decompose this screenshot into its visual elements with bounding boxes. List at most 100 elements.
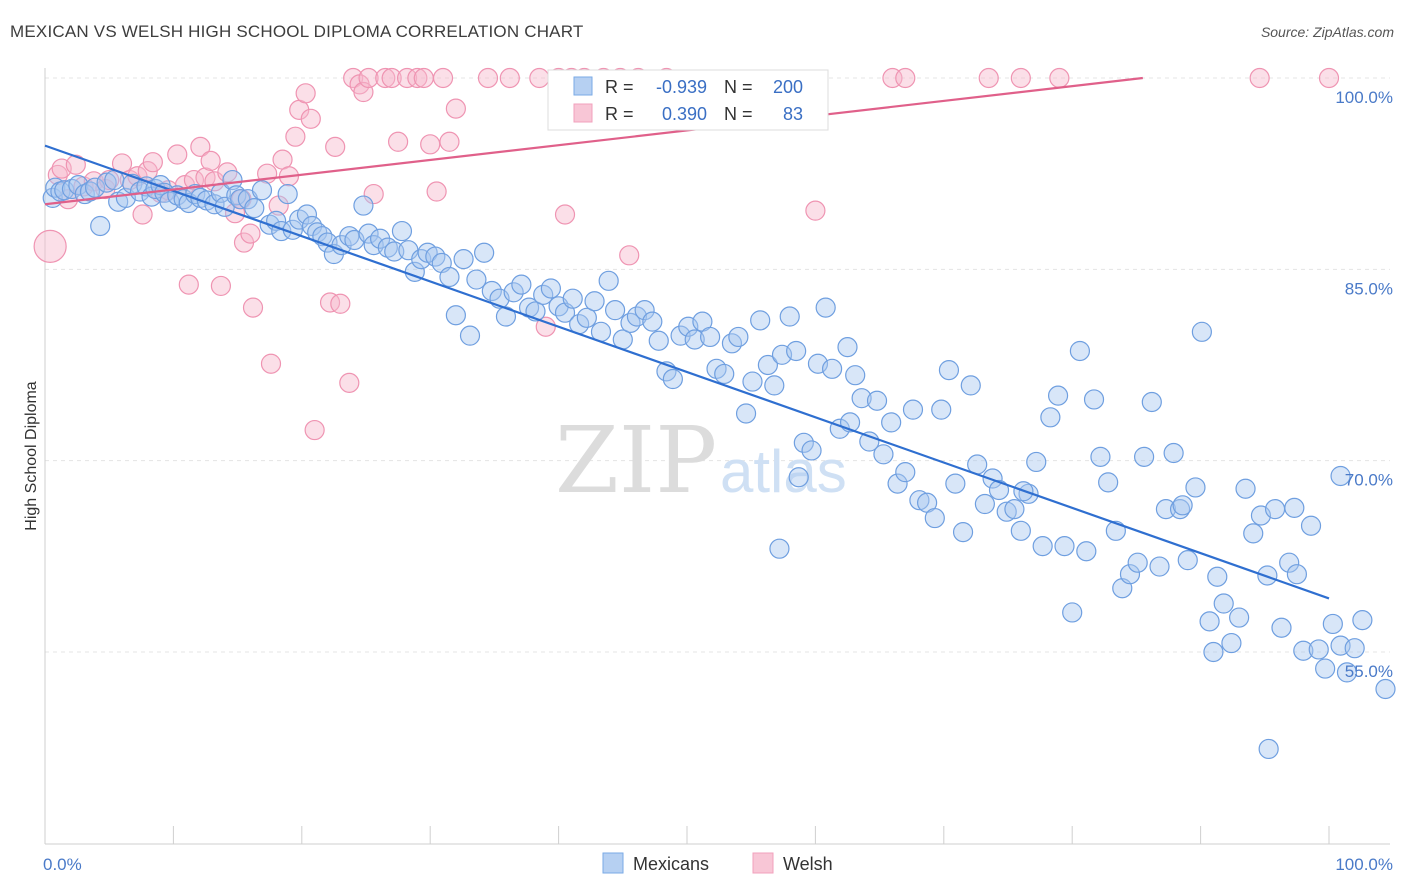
mexicans-point — [728, 326, 749, 348]
x-tick-label-min: 0.0% — [43, 855, 82, 874]
welsh-point — [388, 131, 409, 152]
mexicans-point — [358, 223, 379, 244]
mexicans-point — [1155, 499, 1177, 520]
mexicans-point — [938, 360, 960, 381]
welsh-point — [33, 229, 67, 263]
welsh-point — [260, 353, 282, 374]
mexicans-point — [714, 363, 735, 385]
axes — [44, 68, 1390, 845]
welsh-point — [330, 293, 351, 314]
mexicans-point — [481, 280, 502, 302]
mexicans-point — [1010, 520, 1031, 541]
mexicans-point — [1069, 340, 1091, 362]
mexicans-point — [1185, 477, 1206, 498]
series-legend: Mexicans Welsh — [602, 852, 833, 874]
mexicans-point — [1172, 495, 1193, 516]
stats-legend-box — [547, 69, 829, 131]
mexicans-point — [90, 215, 111, 237]
mexicans-point — [1229, 607, 1250, 628]
mexicans-point — [988, 479, 1010, 501]
y-tick-label-100: 100.0% — [1335, 88, 1393, 107]
welsh-point — [242, 297, 264, 318]
legend-swatch-welsh — [752, 852, 774, 874]
mexicans-point — [648, 330, 669, 351]
mexicans-point — [1191, 321, 1212, 342]
mexicans-point — [1127, 552, 1148, 573]
mexicans-point — [837, 337, 858, 358]
welsh-point — [1249, 67, 1270, 89]
watermark-zip: ZIP — [555, 407, 717, 514]
mexicans-point — [735, 403, 757, 424]
mexicans-point — [1004, 499, 1025, 520]
mexicans-point — [742, 371, 763, 392]
mexicans-point — [851, 388, 872, 409]
welsh-point — [426, 181, 447, 202]
welsh-point — [210, 275, 232, 297]
mexicans-point — [353, 195, 374, 216]
mexicans-point — [226, 185, 247, 206]
welsh-point — [420, 134, 441, 155]
mexicans-point — [815, 297, 836, 318]
mexicans-point — [377, 237, 398, 258]
mexicans-point — [604, 300, 626, 321]
welsh-point — [413, 67, 434, 89]
mexicans-point — [1207, 566, 1228, 587]
welsh-point — [325, 136, 346, 157]
mexicans-point — [466, 269, 487, 290]
mexicans-point — [1264, 499, 1286, 520]
mexicans-point — [1279, 552, 1300, 573]
mexicans-point — [251, 180, 273, 201]
mexicans-point — [1336, 662, 1358, 683]
mexicans-point — [931, 399, 952, 420]
mexicans-point — [1040, 407, 1061, 428]
mexicans-point — [1213, 593, 1234, 614]
mexicans-point — [84, 177, 106, 198]
mexicans-point — [1293, 640, 1314, 661]
mexicans-point — [684, 329, 705, 350]
mexicans-point — [598, 270, 619, 291]
welsh-point — [142, 152, 163, 173]
legend-swatch-mexicans — [602, 852, 624, 874]
mexicans-point — [1199, 611, 1220, 632]
stats-legend-swatch-welsh — [573, 103, 593, 123]
stats-n-label-mexicans: N = — [724, 77, 753, 97]
mexicans-point — [1284, 497, 1305, 518]
mexicans-point — [1083, 389, 1105, 410]
welsh-point — [805, 200, 826, 221]
welsh-point — [499, 67, 520, 89]
mexicans-point — [1300, 515, 1322, 536]
welsh-point — [200, 150, 221, 172]
mexicans-point — [511, 274, 532, 295]
mexicans-point — [1271, 617, 1292, 638]
mexicans-point — [445, 305, 466, 326]
mexicans-point — [793, 432, 814, 453]
mexicans-point — [1243, 523, 1264, 544]
mexicans-point — [845, 365, 866, 386]
welsh-point — [381, 67, 402, 89]
welsh-point — [285, 126, 306, 147]
mexicans-point — [1047, 385, 1069, 406]
welsh-point — [535, 316, 556, 337]
mexicans-point — [1134, 446, 1155, 467]
welsh-point — [439, 131, 460, 152]
mexicans-point — [277, 183, 298, 205]
mexicans-point — [866, 390, 888, 411]
mexicans-point — [974, 493, 995, 515]
mexicans-point — [634, 300, 655, 321]
legend-label-mexicans: Mexicans — [633, 854, 709, 874]
y-tick-label-55: 55.0% — [1345, 662, 1393, 681]
mexicans-point — [540, 278, 561, 299]
mexicans-point — [821, 358, 843, 379]
stats-r-label-mexicans: R = — [605, 77, 634, 97]
mexicans-point — [924, 507, 945, 529]
welsh-trend-line — [44, 76, 1143, 206]
x-ticks — [44, 826, 1330, 844]
welsh-point — [432, 67, 454, 89]
stats-legend-swatch-mexicans — [573, 76, 593, 96]
welsh-point — [190, 136, 211, 157]
mexicans-point — [1163, 442, 1184, 464]
welsh-point — [65, 154, 86, 175]
stats-n-value-mexicans: 200 — [773, 77, 803, 97]
mexicans-trend-line — [44, 144, 1330, 600]
mexicans-point — [474, 242, 495, 263]
